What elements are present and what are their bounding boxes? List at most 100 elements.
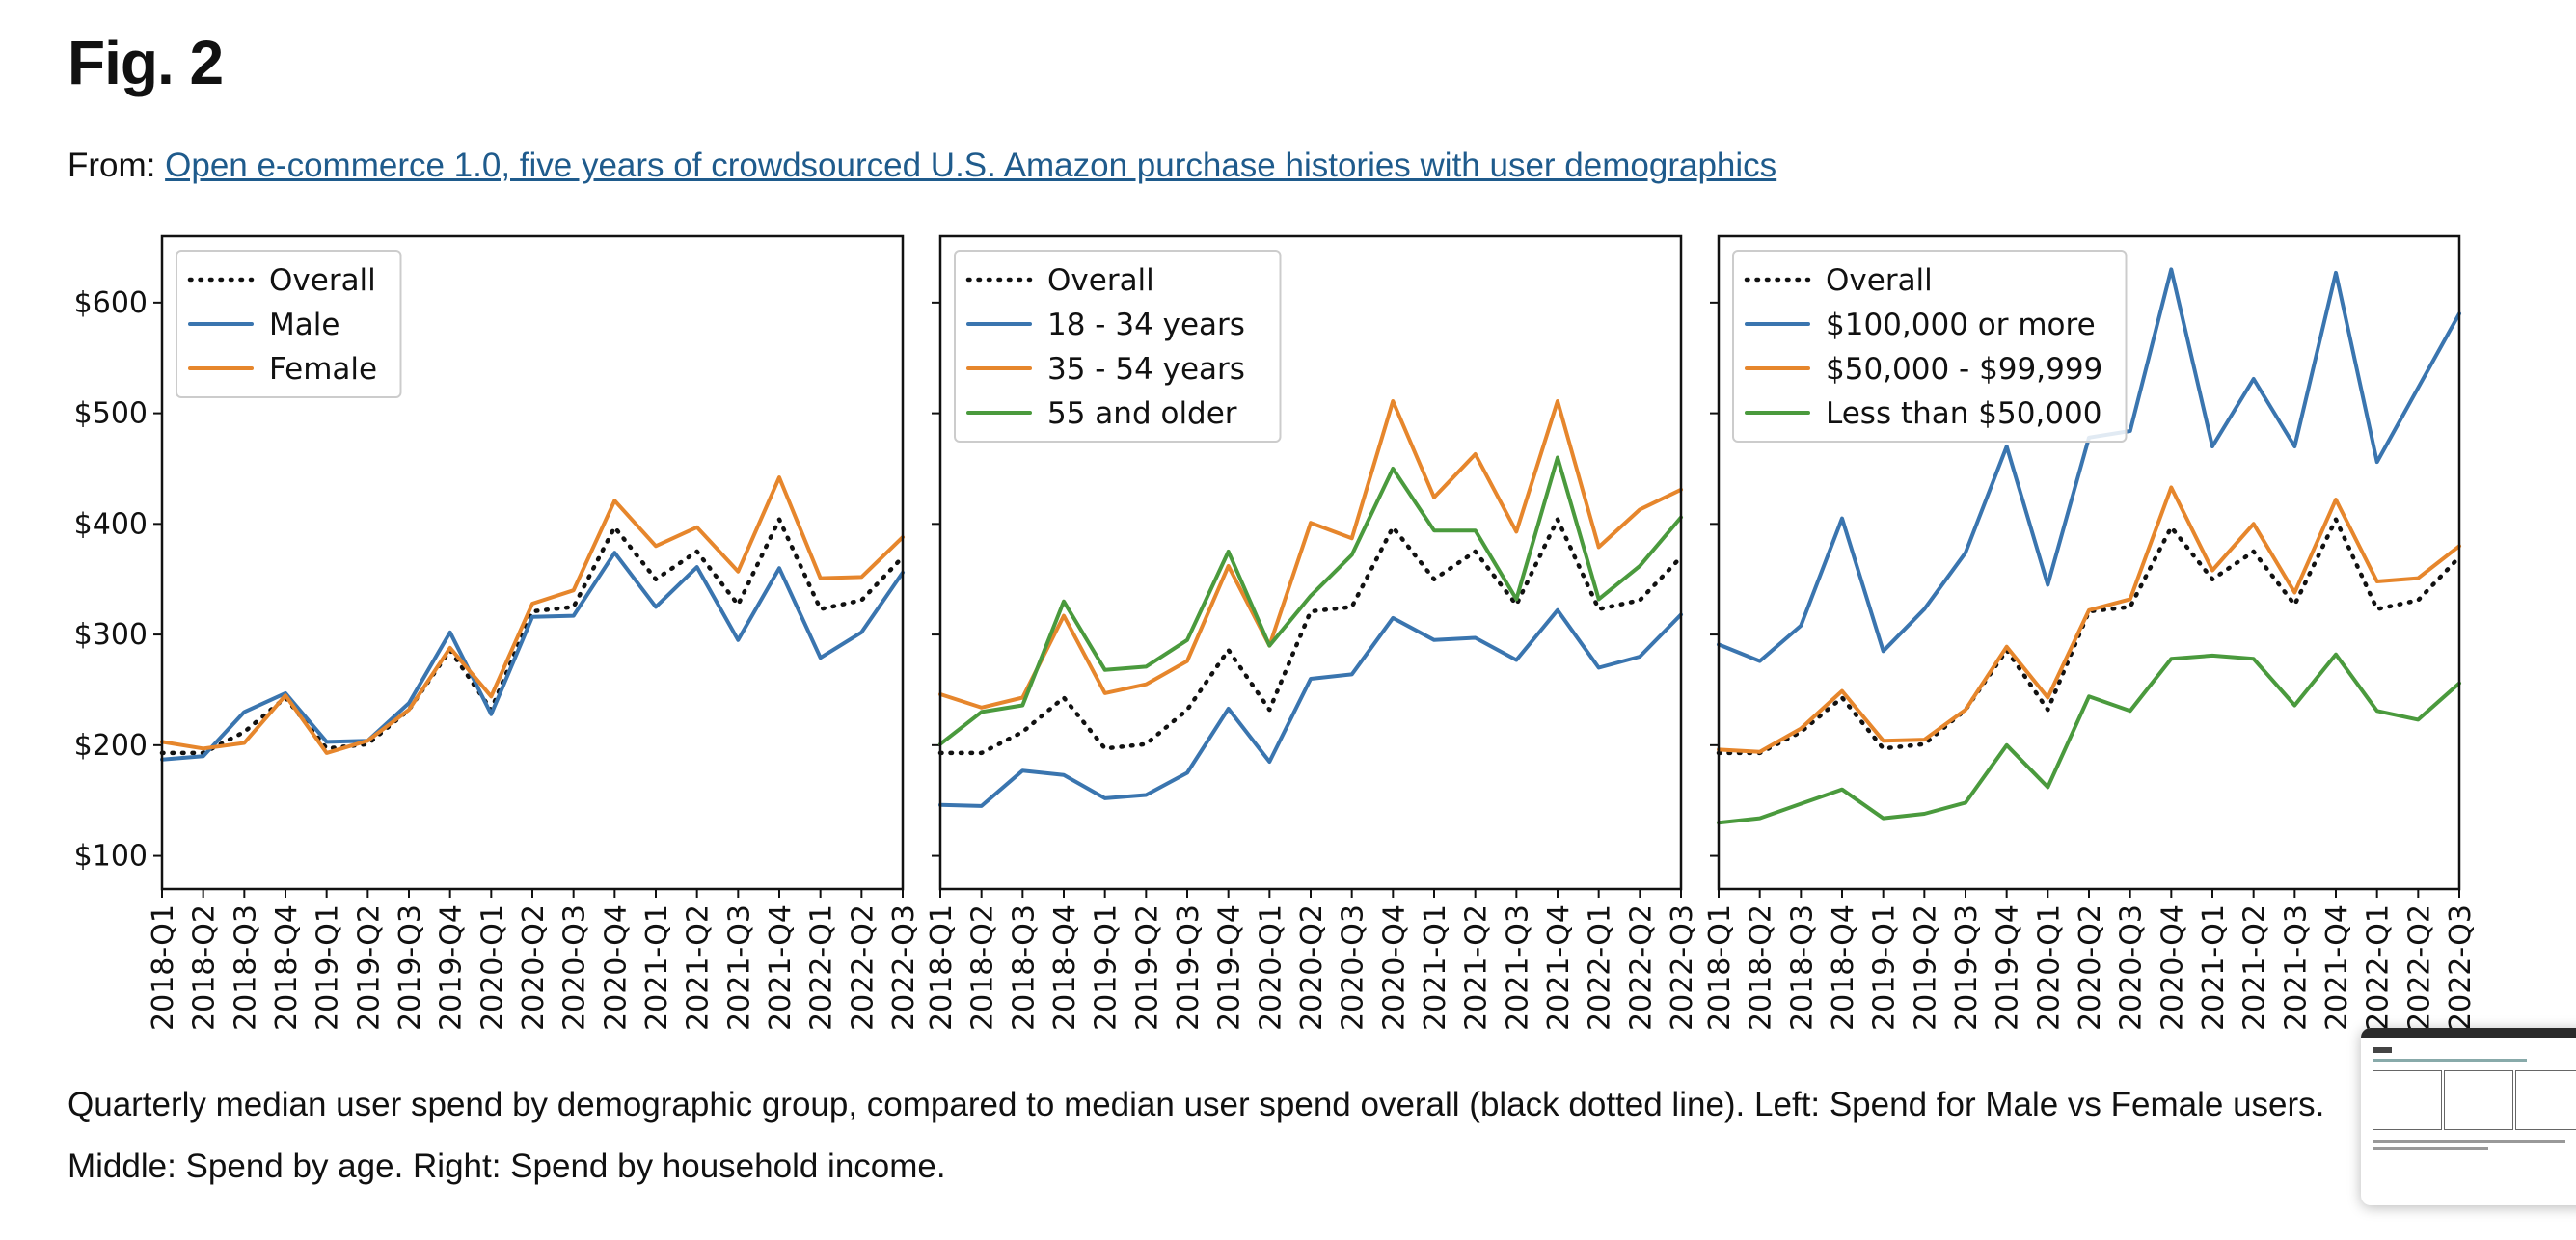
series-line-overall	[1716, 517, 2462, 756]
series-line-less-than-50-000	[1717, 652, 2461, 825]
x-tick-label: 2020-Q3	[1337, 904, 1370, 1031]
plot-frame	[938, 234, 1683, 891]
legend-label: Male	[269, 308, 339, 342]
thumbnail-link-mark	[2373, 1059, 2527, 1062]
x-tick-label: 2021-Q4	[1542, 904, 1576, 1031]
x-tick-label: 2018-Q1	[147, 904, 180, 1031]
caption-line-2: Middle: Spend by age. Right: Spend by ho…	[68, 1147, 946, 1185]
x-tick-label: 2022-Q1	[805, 904, 839, 1031]
y-tick-label: $200	[74, 729, 148, 763]
y-tick-label: $400	[74, 507, 148, 541]
x-tick-label: 2019-Q4	[1992, 904, 2025, 1031]
x-tick-label: 2018-Q1	[925, 904, 959, 1031]
y-tick-label: $100	[74, 840, 148, 874]
x-tick-label: 2020-Q1	[475, 904, 509, 1031]
x-tick-label: 2020-Q4	[1377, 904, 1411, 1031]
x-tick-label: 2021-Q1	[2197, 904, 2231, 1031]
x-tick-label: 2022-Q3	[2444, 904, 2478, 1031]
x-tick-label: 2018-Q4	[1827, 904, 1860, 1031]
thumbnail-caption-mark-1	[2373, 1140, 2565, 1143]
x-tick-label: 2022-Q1	[1584, 904, 1617, 1031]
x-tick-label: 2020-Q4	[599, 904, 633, 1031]
x-tick-label: 2019-Q4	[1213, 904, 1247, 1031]
thumbnail-panel-left	[2373, 1070, 2442, 1130]
legend-label: $100,000 or more	[1826, 308, 2096, 342]
source-line: From: Open e-commerce 1.0, five years of…	[68, 147, 1776, 185]
x-tick-label: 2021-Q4	[764, 904, 798, 1031]
x-tick-label: 2020-Q2	[2074, 904, 2107, 1031]
figure-thumbnail-preview[interactable]	[2361, 1028, 2576, 1205]
x-tick-label: 2021-Q2	[1460, 904, 1494, 1031]
x-tick-label: 2022-Q3	[1666, 904, 1699, 1031]
x-tick-label: 2019-Q1	[312, 904, 345, 1031]
x-tick-label: 2019-Q3	[1172, 904, 1206, 1031]
legend-label: 35 - 54 years	[1047, 352, 1245, 387]
source-label: From:	[68, 147, 156, 184]
x-tick-label: 2019-Q1	[1090, 904, 1124, 1031]
x-tick-label: 2020-Q1	[1254, 904, 1288, 1031]
x-tick-label: 2018-Q3	[1007, 904, 1041, 1031]
x-tick-label: 2022-Q3	[887, 904, 921, 1031]
x-tick-label: 2019-Q3	[393, 904, 427, 1031]
x-tick-label: 2019-Q2	[352, 904, 386, 1031]
x-tick-label: 2018-Q2	[188, 904, 222, 1031]
x-tick-label: 2020-Q2	[517, 904, 551, 1031]
legend-label: $50,000 - $99,999	[1826, 352, 2102, 387]
x-tick-label: 2019-Q2	[1909, 904, 1942, 1031]
source-article-link[interactable]: Open e-commerce 1.0, five years of crowd…	[165, 147, 1777, 184]
x-tick-label: 2020-Q3	[2115, 904, 2149, 1031]
legend-label: Overall	[1826, 263, 1933, 298]
legend: Overall Male Female	[176, 250, 402, 398]
legend-label: Overall	[269, 263, 376, 298]
caption-line-1: Quarterly median user spend by demograph…	[68, 1086, 2325, 1123]
x-tick-label: 2021-Q3	[1501, 904, 1534, 1031]
x-tick-label: 2020-Q3	[558, 904, 592, 1031]
x-tick-label: 2018-Q3	[1785, 904, 1819, 1031]
series-line-male	[160, 551, 905, 762]
x-tick-label: 2018-Q3	[229, 904, 262, 1031]
x-tick-label: 2020-Q2	[1295, 904, 1329, 1031]
legend-box	[176, 250, 402, 398]
legend-label: Overall	[1047, 263, 1154, 298]
x-tick-label: 2018-Q1	[1703, 904, 1737, 1031]
thumbnail-title-mark	[2373, 1047, 2392, 1053]
thumbnail-caption-mark-2	[2373, 1147, 2488, 1150]
x-tick-label: 2018-Q2	[1745, 904, 1778, 1031]
x-tick-label: 2019-Q1	[1868, 904, 1902, 1031]
y-tick-label: $500	[74, 397, 148, 431]
y-tick-label: $600	[74, 286, 148, 320]
x-tick-label: 2019-Q2	[1130, 904, 1164, 1031]
legend: Overall $100,000 or more $50,000 - $99,999…	[1732, 250, 2128, 443]
series-line-female	[160, 475, 905, 755]
x-tick-label: 2019-Q3	[1950, 904, 1984, 1031]
legend: Overall 18 - 34 years 35 - 54 years 55 and …	[954, 250, 1282, 443]
legend-label: Female	[269, 352, 377, 387]
thumbnail-panel-middle	[2444, 1070, 2513, 1130]
x-tick-label: 2021-Q3	[2279, 904, 2313, 1031]
x-tick-label: 2022-Q2	[1624, 904, 1658, 1031]
legend-label: 18 - 34 years	[1047, 308, 1245, 342]
series-line-overall	[937, 517, 1684, 756]
x-tick-label: 2018-Q2	[966, 904, 1000, 1031]
x-tick-label: 2020-Q4	[2156, 904, 2189, 1031]
legend-label: 55 and older	[1047, 396, 1237, 431]
series-line-35-54-years	[938, 399, 1683, 710]
x-tick-label: 2021-Q4	[2320, 904, 2354, 1031]
x-tick-label: 2022-Q1	[2362, 904, 2396, 1031]
x-tick-label: 2021-Q1	[1419, 904, 1452, 1031]
x-tick-label: 2022-Q2	[846, 904, 880, 1031]
plot-frame	[160, 234, 905, 891]
legend-label: Less than $50,000	[1826, 396, 2101, 431]
x-tick-label: 2018-Q4	[270, 904, 304, 1031]
x-tick-label: 2022-Q2	[2402, 904, 2436, 1031]
series-line-overall	[159, 517, 906, 756]
legend-box	[954, 250, 1282, 443]
legend-box	[1732, 250, 2128, 443]
chart-panel-2: 2018-Q1 2018-Q2 2018-Q3 2018-Q4 2019-Q1 2019-…	[925, 234, 1699, 1031]
y-tick-label: $300	[74, 618, 148, 652]
x-tick-label: 2021-Q3	[722, 904, 756, 1031]
series-line-55-and-older	[938, 455, 1683, 746]
series-line-18-34-years	[938, 607, 1683, 808]
